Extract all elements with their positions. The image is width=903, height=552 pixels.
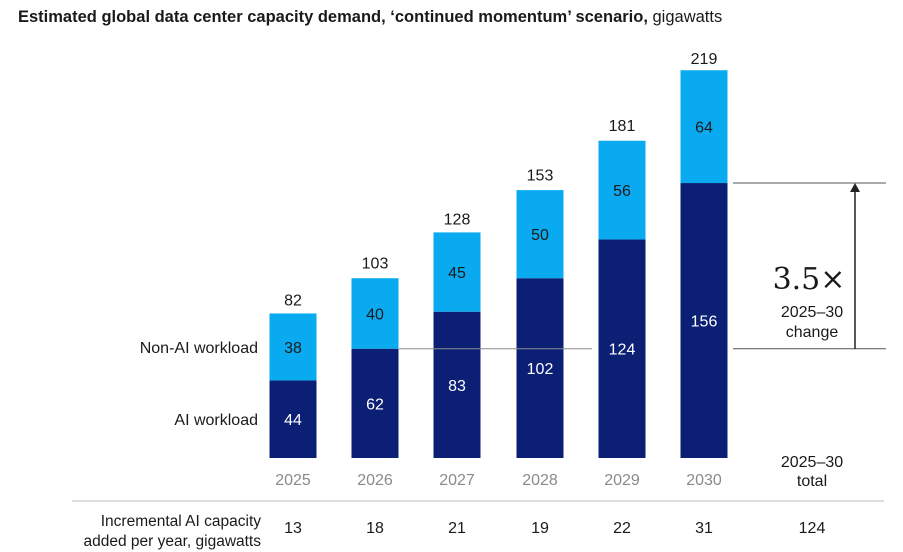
- x-tick-2025: 2025: [275, 472, 311, 489]
- series-label-non-ai: Non-AI workload: [140, 340, 258, 357]
- bar-ai-2030: [680, 183, 728, 459]
- x-tick-2027: 2027: [439, 472, 475, 489]
- chart-title: Estimated global data center capacity de…: [18, 8, 722, 27]
- bar-non-ai-2027: [433, 232, 481, 312]
- table-value-2029: 22: [613, 520, 631, 537]
- x-tick-2026: 2026: [357, 472, 393, 489]
- label-ai-2027: 83: [448, 378, 466, 395]
- label-total-2029: 181: [609, 118, 636, 135]
- table-label-line1: Incremental AI capacity: [101, 513, 261, 530]
- bar-ai-2028: [516, 278, 564, 458]
- label-ai-2026: 62: [366, 396, 384, 413]
- change-label-line1: 2025–30: [781, 304, 843, 321]
- x-tick-2029: 2029: [604, 472, 640, 489]
- label-total-2026: 103: [362, 255, 389, 272]
- bar-non-ai-2030: [680, 70, 728, 184]
- label-non-ai-2025: 38: [284, 340, 302, 357]
- label-ai-2030: 156: [691, 314, 718, 331]
- table-value-2025: 13: [284, 520, 302, 537]
- label-ai-2025: 44: [284, 412, 302, 429]
- bar-non-ai-2025: [269, 313, 317, 381]
- table-value-total: 124: [799, 520, 826, 537]
- label-ai-2028: 102: [527, 361, 554, 378]
- table-value-2027: 21: [448, 520, 466, 537]
- table-label-line2: added per year, gigawatts: [83, 533, 261, 550]
- chart-title-main: Estimated global data center capacity de…: [18, 8, 648, 26]
- bar-non-ai-2026: [351, 278, 399, 349]
- bar-non-ai-2028: [516, 190, 564, 279]
- bar-ai-2027: [433, 311, 481, 458]
- table-value-2026: 18: [366, 520, 384, 537]
- table-value-2030: 31: [695, 520, 713, 537]
- bar-ai-2029: [598, 239, 646, 458]
- label-ai-2029: 124: [609, 342, 636, 359]
- label-non-ai-2027: 45: [448, 265, 466, 282]
- total-heading-line1: 2025–30: [781, 454, 843, 471]
- x-tick-2030: 2030: [686, 472, 722, 489]
- label-non-ai-2029: 56: [613, 183, 631, 200]
- x-tick-2028: 2028: [522, 472, 558, 489]
- bar-ai-2026: [351, 348, 399, 458]
- label-total-2028: 153: [527, 167, 554, 184]
- label-non-ai-2030: 64: [695, 120, 713, 137]
- chart-title-unit: gigawatts: [647, 8, 723, 26]
- bar-non-ai-2029: [598, 140, 646, 240]
- label-total-2027: 128: [444, 211, 471, 228]
- table-value-2028: 19: [531, 520, 549, 537]
- label-total-2025: 82: [284, 292, 302, 309]
- label-total-2030: 219: [691, 51, 718, 68]
- change-arrow-head: [850, 183, 860, 193]
- series-label-ai: AI workload: [174, 412, 258, 429]
- bar-ai-2025: [269, 380, 317, 458]
- change-multiplier: 3.5×: [773, 262, 846, 297]
- label-non-ai-2026: 40: [366, 306, 384, 323]
- label-non-ai-2028: 50: [531, 227, 549, 244]
- change-label-line2: change: [786, 324, 839, 341]
- total-heading-line2: total: [797, 473, 827, 490]
